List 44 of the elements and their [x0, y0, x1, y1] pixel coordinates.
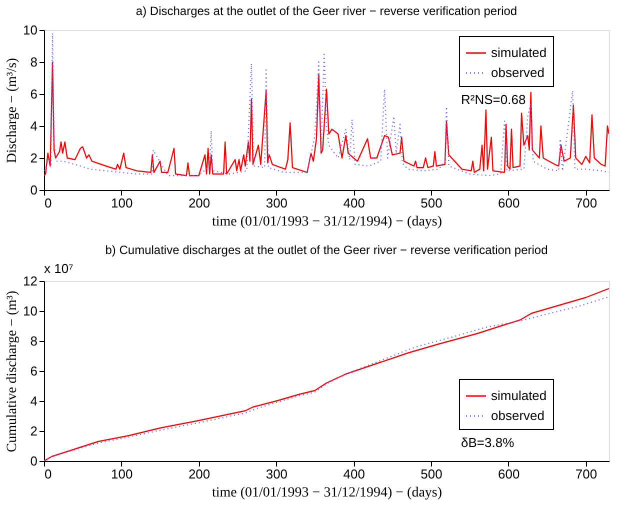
legend-label: observed: [491, 65, 544, 80]
x-tick-label: 300: [266, 466, 288, 482]
y-tick-label: 12: [23, 274, 38, 288]
x-tick-label: 400: [343, 466, 365, 482]
x-tick-label: 600: [498, 466, 520, 482]
y-axis-title: Cumulative discharge − (m³): [5, 290, 20, 452]
y-tick-label: 4: [30, 118, 38, 134]
x-tick-label: 100: [111, 466, 133, 482]
x-tick-label: 700: [575, 466, 598, 482]
x-tick-label: 0: [44, 196, 52, 210]
annotation: δB=3.8%: [461, 435, 515, 450]
legend-label: simulated: [491, 45, 547, 60]
legend-label: simulated: [491, 388, 547, 403]
y-tick-label: 2: [30, 150, 38, 166]
x-axis-title: time (01/01/1993 − 31/12/1994) − (days): [212, 214, 442, 230]
annotation: R²NS=0.68: [461, 92, 526, 107]
x-tick-label: 500: [420, 196, 442, 210]
y-tick-label: 0: [30, 454, 38, 468]
y-tick-label: 8: [30, 54, 38, 70]
chart-title: a) Discharges at the outlet of the Geer river − reverse verification period: [136, 4, 518, 18]
y-tick-label: 10: [23, 22, 38, 38]
text: x 10⁷: [44, 261, 74, 276]
chart-title: b) Cumulative discharges at the outlet of the Geer river − reverse verification period: [105, 243, 548, 257]
x-tick-label: 400: [343, 196, 365, 210]
x-tick-label: 200: [188, 466, 210, 482]
y-tick-label: 10: [23, 304, 38, 318]
y-tick-label: 6: [30, 86, 38, 102]
line-series: [44, 61, 609, 176]
y-axis-title: Discharge − (m³/s): [5, 58, 20, 164]
x-tick-label: 600: [498, 196, 520, 210]
x-tick-label: 200: [188, 196, 210, 210]
y-tick-label: 4: [30, 394, 38, 408]
x-tick-label: 0: [44, 466, 52, 482]
y-tick-label: 2: [30, 424, 38, 438]
x-tick-label: 500: [420, 466, 442, 482]
x-tick-label: 700: [575, 196, 598, 210]
x-tick-label: 300: [266, 196, 288, 210]
x-axis-title: time (01/01/1993 − 31/12/1994) − (days): [212, 486, 442, 500]
legend-label: observed: [491, 408, 544, 423]
y-tick-label: 8: [30, 334, 38, 348]
line-series: [44, 32, 609, 176]
x-tick-label: 100: [111, 196, 133, 210]
y-tick-label: 6: [30, 364, 38, 378]
y-tick-label: 0: [30, 182, 38, 198]
